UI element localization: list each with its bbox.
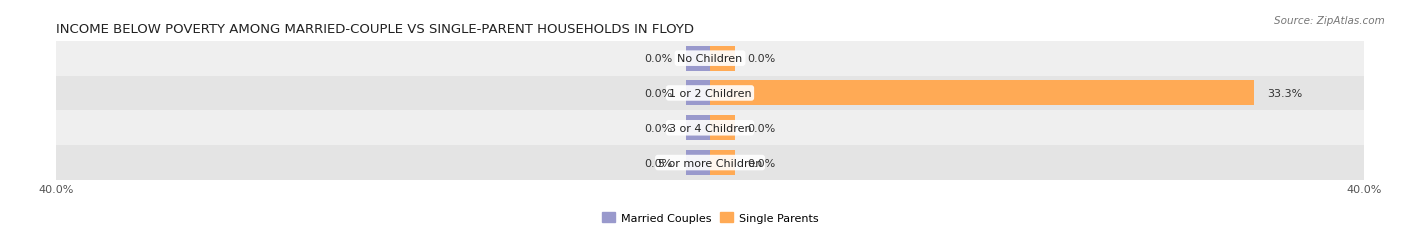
Text: 3 or 4 Children: 3 or 4 Children <box>669 123 751 133</box>
Bar <box>56 146 1364 180</box>
Text: INCOME BELOW POVERTY AMONG MARRIED-COUPLE VS SINGLE-PARENT HOUSEHOLDS IN FLOYD: INCOME BELOW POVERTY AMONG MARRIED-COUPL… <box>56 23 695 36</box>
Text: 5 or more Children: 5 or more Children <box>658 158 762 168</box>
Text: No Children: No Children <box>678 54 742 64</box>
Text: 33.3%: 33.3% <box>1267 88 1302 99</box>
Text: 0.0%: 0.0% <box>748 123 776 133</box>
Bar <box>710 150 734 175</box>
Bar <box>710 46 734 71</box>
Text: 0.0%: 0.0% <box>644 88 672 99</box>
Bar <box>686 46 710 71</box>
Bar <box>56 111 1364 146</box>
Bar <box>56 42 1364 76</box>
Bar <box>710 116 734 141</box>
Bar <box>56 76 1364 111</box>
Bar <box>686 150 710 175</box>
Text: 0.0%: 0.0% <box>644 123 672 133</box>
Bar <box>710 81 1254 106</box>
Text: 0.0%: 0.0% <box>748 54 776 64</box>
Text: Source: ZipAtlas.com: Source: ZipAtlas.com <box>1274 16 1385 26</box>
Text: 0.0%: 0.0% <box>644 54 672 64</box>
Legend: Married Couples, Single Parents: Married Couples, Single Parents <box>598 208 823 227</box>
Bar <box>686 116 710 141</box>
Text: 0.0%: 0.0% <box>748 158 776 168</box>
Text: 1 or 2 Children: 1 or 2 Children <box>669 88 751 99</box>
Bar <box>686 81 710 106</box>
Text: 0.0%: 0.0% <box>644 158 672 168</box>
